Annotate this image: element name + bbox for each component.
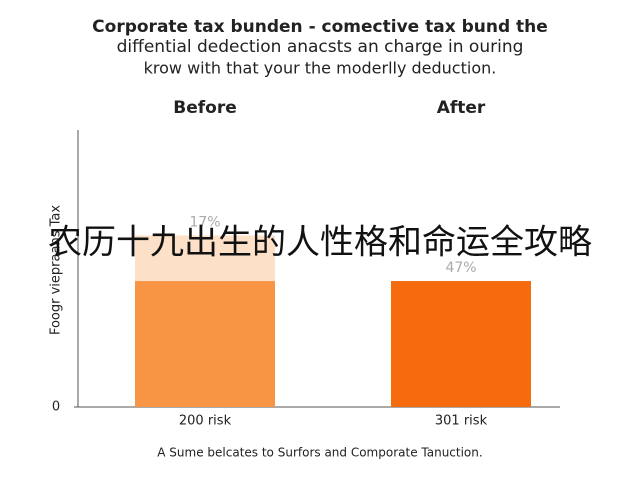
chart-title: Corporate tax bunden - comective tax bun… [92,17,548,37]
y-axis-label: Foogr viepraans Tax [49,205,64,335]
data-label: 17% [189,214,220,230]
column-header: After [437,98,486,118]
bar-segment [135,235,275,282]
caption: A Sume belcates to Surfors and Comporate… [157,446,482,460]
y-tick-label: 0 [52,400,60,415]
chart-title: diffential dedection anacsts an charge i… [117,37,524,57]
chart-title: krow with that your the moderlly deducti… [144,59,497,78]
data-label: 47% [445,260,476,276]
x-tick-label: 200 risk [179,414,232,429]
bar-segment [135,281,275,407]
overlay-text: 农历十九出生的人性格和命运全攻略 [48,223,592,263]
x-tick-label: 301 risk [435,414,488,429]
bar-segment [391,281,531,407]
column-header: Before [173,98,236,118]
